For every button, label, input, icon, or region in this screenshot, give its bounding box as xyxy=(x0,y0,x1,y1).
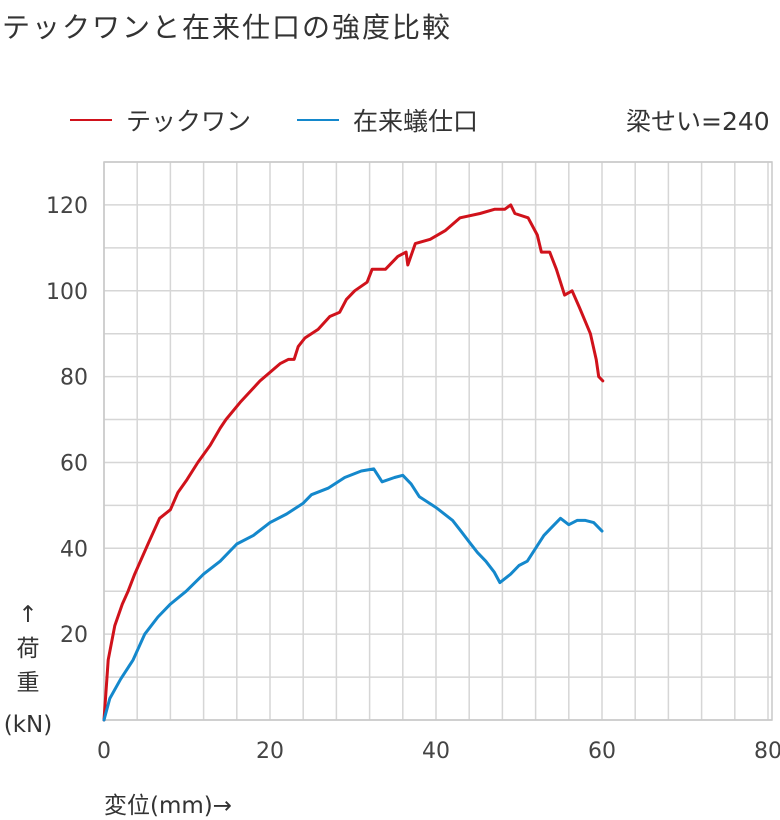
y-axis-label-line: (kN) xyxy=(3,712,53,738)
y-tick-label: 20 xyxy=(60,623,88,648)
x-tick-label: 60 xyxy=(588,739,616,764)
legend-item-conventional: 在来蟻仕口 xyxy=(297,102,478,138)
y-tick-label: 120 xyxy=(46,194,88,219)
legend: テックワン 在来蟻仕口 xyxy=(70,102,524,138)
y-tick-label: 100 xyxy=(46,280,88,305)
plot-border xyxy=(103,161,773,721)
y-tick-label: 60 xyxy=(60,451,88,476)
y-axis-arrow: ↑ xyxy=(18,602,38,628)
y-axis-label-line: 荷 xyxy=(16,636,40,662)
legend-swatch-techone xyxy=(70,119,112,121)
x-tick-label: 20 xyxy=(256,739,284,764)
y-tick-label: 40 xyxy=(60,537,88,562)
y-tick-label: 80 xyxy=(60,366,88,391)
x-axis-label: 変位(mm)→ xyxy=(104,793,233,819)
series-line-0 xyxy=(102,203,605,722)
series-line-1 xyxy=(102,467,604,722)
legend-item-techone: テックワン xyxy=(70,102,251,138)
legend-label-conventional: 在来蟻仕口 xyxy=(353,107,479,136)
legend-swatch-conventional xyxy=(297,119,340,121)
x-tick-label: 0 xyxy=(97,739,111,764)
y-axis-label: ↑ 荷 重 (kN) xyxy=(0,598,56,742)
chart-title: テックワンと在来仕口の強度比較 xyxy=(2,11,453,44)
beam-depth-note: 梁せい=240 xyxy=(626,107,770,136)
x-tick-label: 80 xyxy=(754,739,780,764)
x-tick-label: 40 xyxy=(422,739,450,764)
y-axis-label-line: 重 xyxy=(16,670,40,696)
legend-label-techone: テックワン xyxy=(126,107,252,136)
